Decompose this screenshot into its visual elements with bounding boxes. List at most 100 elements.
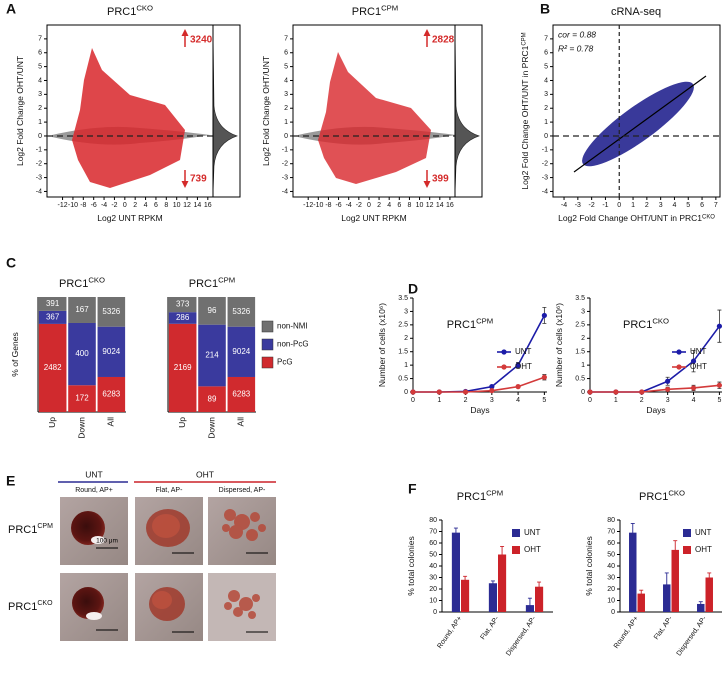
y-tick-label: 6 xyxy=(38,50,42,57)
bar-segment xyxy=(97,376,126,412)
x-tick-label: 1 xyxy=(614,397,618,404)
down-count: 739 xyxy=(190,174,207,185)
error-bar xyxy=(673,540,678,560)
bar-label: 6283 xyxy=(232,390,250,399)
row-label-part: PRC1 xyxy=(8,601,37,613)
arrow-head xyxy=(423,29,431,36)
column-label: Dispersed, AP- xyxy=(219,487,266,494)
y-tick-label: -3 xyxy=(282,174,288,181)
x-tick-label: 6 xyxy=(700,202,704,209)
chart-title: PRC1CPM xyxy=(447,317,493,331)
x-tick-label: -6 xyxy=(91,202,97,209)
bar-segment xyxy=(227,376,256,412)
error-bar xyxy=(630,523,635,542)
bar xyxy=(637,593,645,612)
x-tick-label: 8 xyxy=(407,202,411,209)
chart-title-sup: CPM xyxy=(486,489,503,498)
up-count: 3240 xyxy=(190,35,213,46)
chart-title-part: PRC1 xyxy=(189,278,218,290)
x-tick-label: 4 xyxy=(387,202,391,209)
x-axis-label: Days xyxy=(470,405,489,415)
bar xyxy=(697,603,705,612)
x-tick-label: 5 xyxy=(542,397,546,404)
point xyxy=(515,362,521,368)
colony-highlight xyxy=(91,536,105,544)
bar-label: 373 xyxy=(176,300,190,309)
x-axis-label-part: Log2 UNT RPKM xyxy=(97,213,163,223)
bar-label: 9024 xyxy=(102,347,120,356)
legend-marker xyxy=(676,364,682,370)
x-tick-label: 0 xyxy=(123,202,127,209)
point xyxy=(690,385,697,391)
group-label: OHT xyxy=(196,469,214,479)
point xyxy=(613,389,619,395)
x-tick-label: 2 xyxy=(640,397,644,404)
y-tick-label: 0 xyxy=(404,389,408,396)
y-tick-label: 2.5 xyxy=(575,322,585,329)
x-tick-label: -8 xyxy=(325,202,331,209)
chart-title-sup: CKO xyxy=(88,276,105,285)
bar xyxy=(663,584,671,612)
regression-line xyxy=(573,75,707,173)
chart-title: PRC1CPM xyxy=(189,276,235,290)
x-tick-label: 16 xyxy=(446,202,454,209)
x-tick-label: 6 xyxy=(397,202,401,209)
x-tick-label: -12 xyxy=(58,202,68,209)
chart-title-part: PRC1 xyxy=(59,278,88,290)
arrow-head xyxy=(181,181,189,188)
x-tick-label: -3 xyxy=(575,202,581,209)
x-tick-label: -6 xyxy=(335,202,341,209)
legend-swatch xyxy=(261,320,274,333)
legend-label: non-NMI xyxy=(277,322,308,331)
x-axis-label: Log2 UNT RPKM xyxy=(341,213,407,223)
x-axis-label: Log2 Fold Change OHT/UNT in PRC1CKO xyxy=(558,213,715,223)
x-tick-label: -1 xyxy=(602,202,608,209)
chart-title-part: PRC1 xyxy=(447,319,476,331)
x-tick-label: Down xyxy=(206,417,216,439)
x-tick-label: 4 xyxy=(692,397,696,404)
y-tick-label: -2 xyxy=(36,161,42,168)
y-tick-label: 0 xyxy=(38,133,42,140)
row-label-sup: CKO xyxy=(37,600,53,607)
x-tick-label: 3 xyxy=(666,397,670,404)
legend-marker xyxy=(501,349,507,355)
x-tick-label: -10 xyxy=(68,202,78,209)
point xyxy=(489,388,495,394)
y-tick-label: 20 xyxy=(607,586,615,593)
x-axis-label-part: Days xyxy=(646,405,665,415)
colony xyxy=(72,587,104,619)
point xyxy=(541,374,547,380)
x-tick-label: 10 xyxy=(173,202,181,209)
y-tick-label: 1.5 xyxy=(398,349,408,356)
y-tick-label: 6 xyxy=(284,50,288,57)
y-tick-label: 2 xyxy=(38,105,42,112)
bar-label: 172 xyxy=(75,394,89,403)
chart-title-sup: CKO xyxy=(668,489,685,498)
chart-title: PRC1CKO xyxy=(639,489,685,503)
chart-title-sup: CKO xyxy=(136,4,153,13)
bar xyxy=(461,579,470,612)
y-tick-label: 0 xyxy=(284,133,288,140)
y-tick-label: 1 xyxy=(544,119,548,126)
chart-title-sup: CPM xyxy=(218,276,235,285)
chart-title-part: PRC1 xyxy=(107,6,136,18)
y-tick-label: 80 xyxy=(607,517,615,524)
bar xyxy=(498,554,507,612)
bar-label: 6283 xyxy=(102,390,120,399)
x-tick-label: 0 xyxy=(617,202,621,209)
annotation: R² = 0.78 xyxy=(558,43,593,53)
x-axis-label-part: Days xyxy=(470,405,489,415)
y-tick-label: 60 xyxy=(607,540,615,547)
panel-letter: C xyxy=(6,255,16,271)
x-axis-label: Days xyxy=(646,405,665,415)
x-tick-label: All xyxy=(236,417,246,427)
bar-label: 2169 xyxy=(174,363,192,372)
x-tick-label: 0 xyxy=(411,397,415,404)
x-tick-label: -2 xyxy=(589,202,595,209)
legend-marker xyxy=(676,349,682,355)
column-label: Round, AP+ xyxy=(75,487,113,494)
y-tick-label: 50 xyxy=(607,551,615,558)
y-tick-label: -3 xyxy=(36,174,42,181)
x-tick-label: 5 xyxy=(717,397,721,404)
down-count: 399 xyxy=(432,174,449,185)
